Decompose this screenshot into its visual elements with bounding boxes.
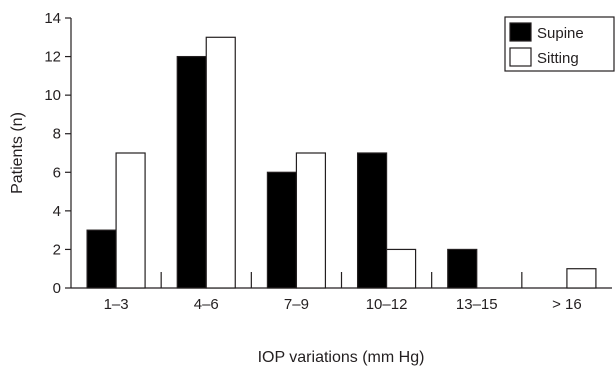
x-tick-label: 4–6 bbox=[194, 296, 219, 313]
bar-sitting-1 bbox=[205, 36, 236, 289]
bar-sitting-5 bbox=[566, 268, 597, 289]
bar-supine-0 bbox=[86, 229, 117, 289]
bar-sitting-2 bbox=[295, 152, 327, 289]
legend-swatch-sitting bbox=[509, 47, 532, 67]
y-axis-title: Patients (n) bbox=[9, 112, 26, 194]
bar-supine-1 bbox=[176, 55, 207, 289]
x-tick-labels: 1–3 4–6 7–9 10–12 13–15 > 16 bbox=[104, 296, 582, 313]
y-tick-label: 2 bbox=[53, 241, 61, 258]
y-ticks: 0 2 4 6 8 10 12 14 bbox=[44, 10, 71, 297]
legend-swatch-supine bbox=[509, 22, 532, 42]
y-tick-label: 0 bbox=[53, 280, 61, 297]
x-tick-label: 1–3 bbox=[104, 296, 129, 313]
bar-sitting-3 bbox=[385, 248, 417, 289]
x-tick-label: 7–9 bbox=[284, 296, 309, 313]
y-tick-label: 10 bbox=[44, 87, 61, 104]
x-tick-label: 10–12 bbox=[366, 296, 408, 313]
y-tick-label: 6 bbox=[53, 164, 61, 181]
y-tick-label: 4 bbox=[53, 203, 61, 220]
bar-sitting-0 bbox=[115, 152, 146, 289]
y-tick-label: 8 bbox=[53, 126, 61, 143]
bar-supine-2 bbox=[266, 171, 298, 289]
x-tick-label: 13–15 bbox=[456, 296, 498, 313]
legend-label-sitting: Sitting bbox=[537, 50, 579, 67]
x-group-separators bbox=[160, 272, 523, 288]
x-axis-title: IOP variations (mm Hg) bbox=[258, 349, 425, 366]
legend-label-supine: Supine bbox=[537, 25, 584, 42]
bar-supine-3 bbox=[356, 152, 388, 289]
x-tick-label: > 16 bbox=[552, 296, 582, 313]
y-tick-label: 14 bbox=[44, 10, 61, 27]
y-tick-label: 12 bbox=[44, 49, 61, 66]
bar-supine-4 bbox=[447, 248, 478, 289]
bars bbox=[86, 36, 597, 289]
legend: Supine Sitting bbox=[504, 16, 615, 72]
